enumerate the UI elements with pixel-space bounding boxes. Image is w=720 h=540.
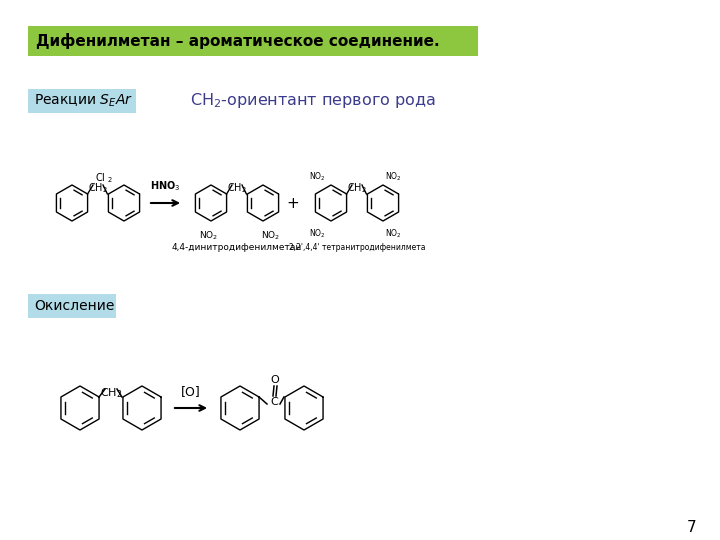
Bar [28, 26, 478, 56]
Text: O: O [271, 375, 279, 385]
Text: CH$_2$: CH$_2$ [347, 181, 367, 195]
Text: CH$_2$: CH$_2$ [227, 181, 247, 195]
Text: Дифенилметан – ароматическое соединение.: Дифенилметан – ароматическое соединение. [36, 33, 440, 49]
Text: NO$_2$: NO$_2$ [309, 171, 325, 183]
Text: NO$_2$: NO$_2$ [385, 171, 402, 183]
Text: 4,4-динитродифенилметан: 4,4-динитродифенилметан [172, 243, 302, 252]
Text: Реакции $\it{S_E}$$\it{Ar}$: Реакции $\it{S_E}$$\it{Ar}$ [34, 93, 133, 109]
Text: Cl $_{2}$: Cl $_{2}$ [95, 171, 113, 185]
Text: CH$_2$-ориентант первого рода: CH$_2$-ориентант первого рода [190, 91, 436, 111]
Text: NO$_2$: NO$_2$ [309, 227, 325, 240]
Text: 2,2',4,4' тетранитродифенилмета: 2,2',4,4' тетранитродифенилмета [289, 243, 426, 252]
Text: NO$_2$: NO$_2$ [199, 229, 218, 241]
Text: CH$_2$: CH$_2$ [100, 386, 122, 400]
Text: Окисление: Окисление [34, 299, 114, 313]
Text: 7: 7 [687, 519, 697, 535]
Text: HNO$_3$: HNO$_3$ [150, 179, 181, 193]
Text: NO$_2$: NO$_2$ [385, 227, 402, 240]
Bar [28, 294, 116, 318]
Text: C: C [270, 397, 278, 407]
Text: NO$_2$: NO$_2$ [261, 229, 280, 241]
Bar [28, 89, 136, 113]
Text: [O]: [O] [181, 385, 201, 398]
Text: CH$_2$: CH$_2$ [88, 181, 108, 195]
Text: +: + [287, 195, 300, 211]
